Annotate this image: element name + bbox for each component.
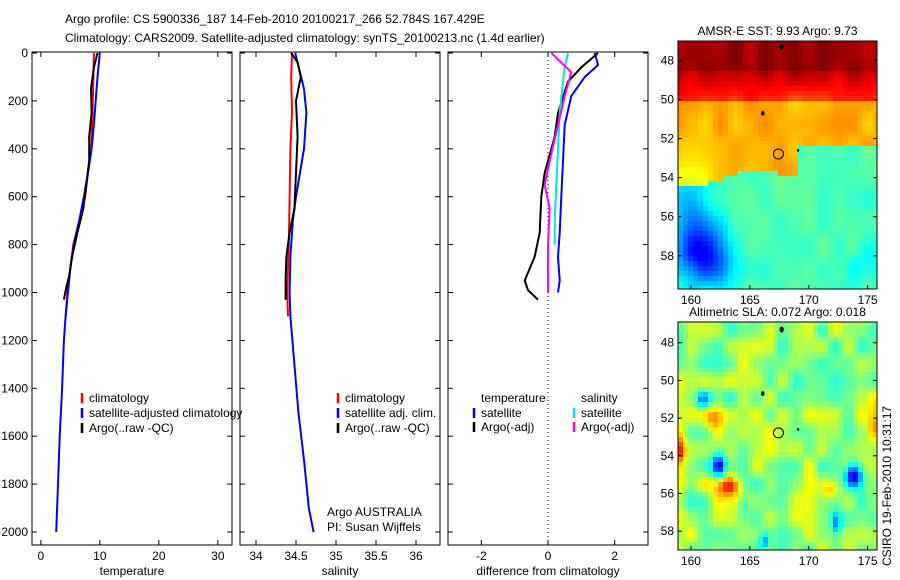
legend-label: satellite (481, 406, 522, 420)
y-tick-label: 52 (661, 132, 675, 146)
panel-temperature: 0 10 20 30 0 200 400 600 800 1000 1200 1400 1600 1800… (1, 46, 242, 578)
x-tick-label: 35.5 (364, 549, 388, 563)
x-axis-label: difference from climatology (476, 564, 619, 578)
island-marker (761, 391, 765, 397)
y-tick-label: 2000 (1, 525, 28, 539)
y-tick-label: 50 (661, 373, 675, 387)
y-tick-label: 1800 (1, 477, 28, 491)
y-tick-label: 52 (661, 411, 675, 425)
series-salinity-satellite (553, 52, 569, 245)
x-tick-label: 0 (38, 549, 45, 563)
y-tick-label: 400 (8, 142, 28, 156)
series-argo-raw-qc- (284, 52, 302, 300)
x-axis-label: salinity (322, 564, 359, 578)
series-argo-raw-qc- (62, 52, 99, 300)
x-tick-label: 170 (799, 293, 819, 307)
x-tick-label: 165 (740, 554, 760, 568)
legend-group-title: temperature (481, 391, 546, 405)
island-marker (779, 326, 784, 333)
y-tick-label: 48 (661, 336, 675, 350)
map-frame (677, 40, 878, 290)
axes-box (239, 51, 441, 546)
legend-group-title: salinity (581, 391, 618, 405)
legend-label: satellite adj. clim. (345, 406, 436, 420)
series-climatology (286, 52, 294, 317)
x-tick-label: 165 (740, 293, 760, 307)
y-tick-label: 600 (8, 190, 28, 204)
y-tick-label: 58 (661, 524, 675, 538)
x-tick-label: 35 (329, 549, 343, 563)
x-tick-label: 175 (858, 554, 878, 568)
timestamp-label: CSIRO 19-Feb-2010 10:31:17 (880, 406, 894, 566)
credit-line-2: PI: Susan Wijffels (327, 520, 421, 534)
credit-line-1: Argo AUSTRALIA (327, 505, 422, 519)
island-marker (779, 43, 784, 50)
sla-map-raster (678, 322, 877, 550)
x-tick-label: 30 (211, 549, 225, 563)
island-marker (797, 427, 800, 431)
legend-label: Argo(-adj) (581, 420, 634, 434)
y-tick-label: 1000 (1, 286, 28, 300)
argo-position-marker (772, 148, 784, 160)
map-title: Altimetric SLA: 0.072 Argo: 0.018 (689, 305, 866, 319)
x-tick-label: 160 (681, 554, 701, 568)
y-tick-label: 56 (661, 486, 675, 500)
x-tick-label: 20 (152, 549, 166, 563)
legend-label: climatology (89, 391, 149, 405)
legend-label: satellite-adjusted climatology (89, 406, 242, 420)
y-tick-label: 0 (21, 46, 28, 60)
x-tick-label: 34.5 (284, 549, 308, 563)
island-marker (761, 110, 765, 116)
y-tick-label: 56 (661, 210, 675, 224)
map-title: AMSR-E SST: 9.93 Argo: 9.73 (697, 24, 857, 38)
series-satellite-adj-clim- (288, 52, 315, 533)
y-tick-label: 1200 (1, 333, 28, 347)
x-tick-label: 10 (93, 549, 107, 563)
island-marker (797, 148, 800, 152)
title-line-2: Climatology: CARS2009. Satellite-adjuste… (65, 31, 545, 45)
legend-label: Argo(-adj) (481, 420, 534, 434)
legend-label: satellite (581, 406, 622, 420)
x-tick-label: 2 (611, 549, 618, 563)
legend-label: Argo(..raw -QC) (345, 421, 430, 435)
y-tick-label: 200 (8, 94, 28, 108)
legend-label: Argo(..raw -QC) (89, 421, 174, 435)
sst_map-axes: AMSR-E SST: 9.93 Argo: 9.73 160 165 170 175 4… (661, 24, 878, 307)
series-salinity-argo-adj- (543, 52, 573, 293)
x-tick-label: 0 (545, 549, 552, 563)
sst-map-raster (678, 41, 877, 289)
legend-label: climatology (345, 391, 405, 405)
y-tick-label: 1600 (1, 429, 28, 443)
y-tick-label: 54 (661, 449, 675, 463)
y-tick-label: 48 (661, 54, 675, 68)
title-line-1: Argo profile: CS 5900336_187 14-Feb-2010… (65, 12, 485, 26)
x-axis-label: temperature (100, 564, 165, 578)
x-tick-label: 36 (409, 549, 423, 563)
x-tick-label: 170 (799, 554, 819, 568)
x-tick-label: -2 (476, 549, 487, 563)
map-frame (677, 321, 878, 551)
y-tick-label: 1400 (1, 381, 28, 395)
panel-salinity: 34 34.5 35 35.5 36 salinity climatologysatelli… (239, 51, 441, 578)
axes-box (31, 51, 233, 546)
x-tick-label: 160 (681, 293, 701, 307)
sla_map-axes: Altimetric SLA: 0.072 Argo: 0.018 160 165 1… (661, 305, 878, 568)
y-tick-label: 800 (8, 238, 28, 252)
y-tick-label: 50 (661, 93, 675, 107)
y-tick-label: 58 (661, 249, 675, 263)
x-tick-label: 34 (249, 549, 263, 563)
series-temperature-satellite (556, 52, 600, 293)
argo-position-marker (772, 427, 784, 439)
x-tick-label: 175 (858, 293, 878, 307)
y-tick-label: 54 (661, 171, 675, 185)
